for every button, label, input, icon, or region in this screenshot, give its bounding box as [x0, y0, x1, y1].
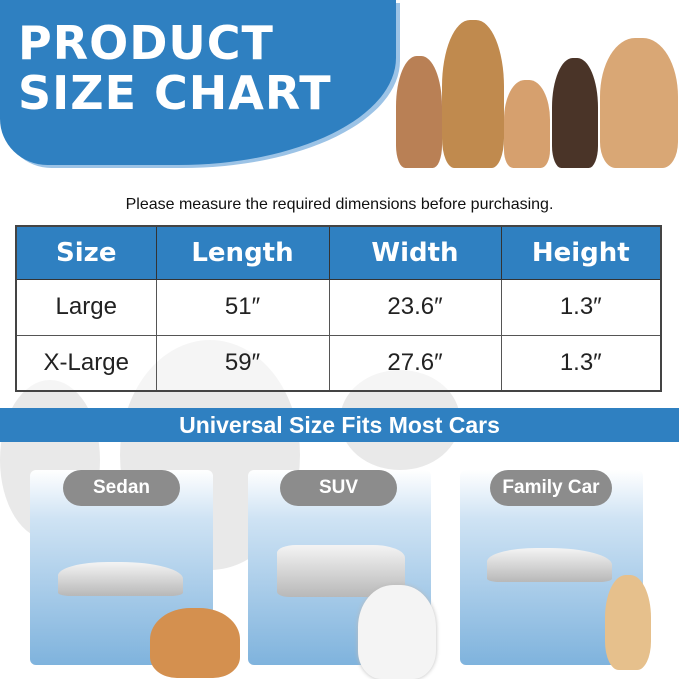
cat-image — [600, 38, 678, 168]
sedan-label: Sedan — [63, 470, 180, 506]
cell-size: X-Large — [15, 334, 157, 392]
family-car-label: Family Car — [490, 470, 612, 506]
page-title: PRODUCT SIZE CHART — [18, 18, 332, 118]
header-size: Size — [15, 225, 157, 280]
cat-image — [504, 80, 550, 168]
table-row: X-Large 59″ 27.6″ 1.3″ — [15, 334, 662, 392]
corgi-image — [150, 608, 240, 678]
cell-width: 27.6″ — [328, 334, 502, 392]
family-car-image — [487, 548, 612, 582]
header-height: Height — [500, 225, 662, 280]
table-row: Large 51″ 23.6″ 1.3″ — [15, 278, 662, 336]
universal-fit-banner: Universal Size Fits Most Cars — [0, 408, 679, 442]
cell-length: 59″ — [155, 334, 330, 392]
cell-height: 1.3″ — [500, 334, 662, 392]
table-header-row: Size Length Width Height — [15, 225, 662, 280]
cell-width: 23.6″ — [328, 278, 502, 336]
suv-label: SUV — [280, 470, 397, 506]
samoyed-image — [358, 585, 436, 679]
chihuahua-image — [552, 58, 598, 168]
pets-photo — [392, 18, 679, 168]
golden-puppy-image — [605, 575, 651, 670]
size-table: Size Length Width Height Large 51″ 23.6″… — [15, 225, 662, 392]
cat-image — [396, 56, 442, 168]
instruction-text: Please measure the required dimensions b… — [125, 196, 554, 213]
cell-size: Large — [15, 278, 157, 336]
header-length: Length — [155, 225, 330, 280]
title-line-1: PRODUCT — [18, 16, 274, 70]
header-width: Width — [328, 225, 502, 280]
cell-height: 1.3″ — [500, 278, 662, 336]
title-line-2: SIZE CHART — [18, 66, 332, 120]
dog-image — [442, 20, 504, 168]
sedan-car-image — [58, 562, 183, 596]
cell-length: 51″ — [155, 278, 330, 336]
